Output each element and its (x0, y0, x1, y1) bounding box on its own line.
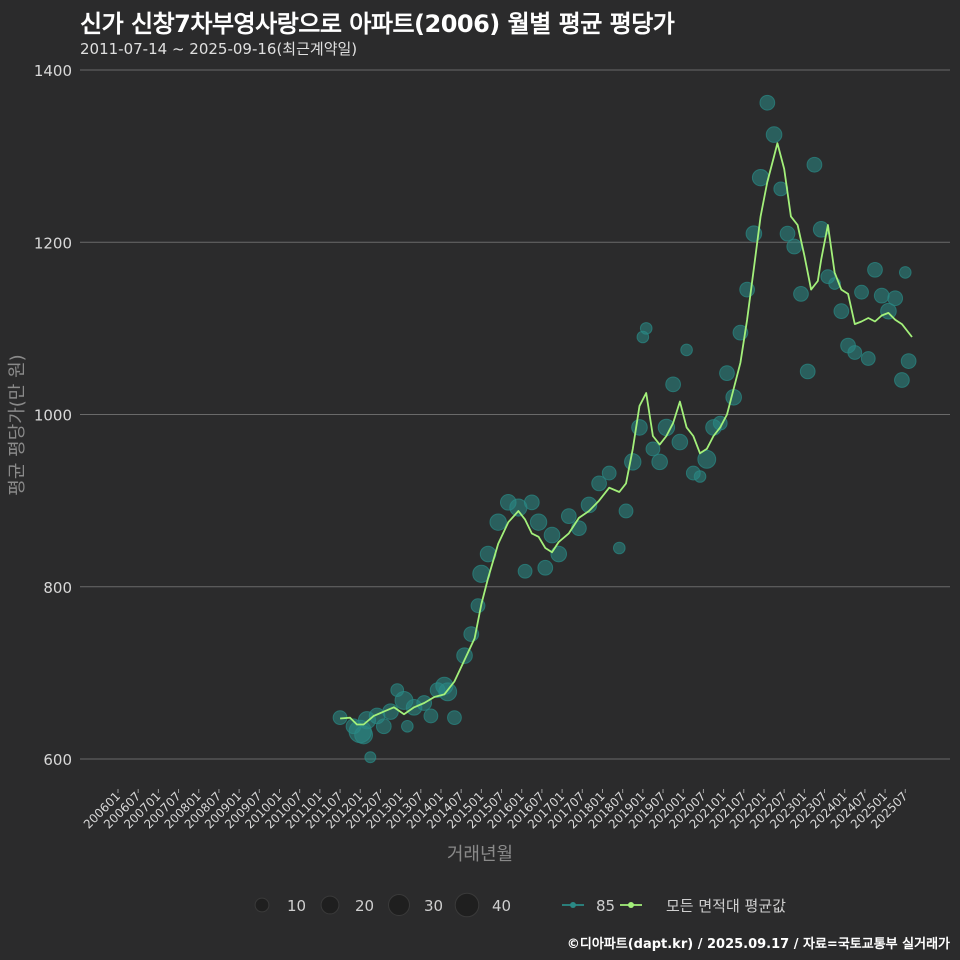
legend-series-dot (628, 902, 634, 908)
bubble-point (671, 433, 689, 451)
legend-size-label: 10 (287, 897, 306, 915)
bubble-point (364, 751, 377, 764)
bubble-point (867, 261, 883, 278)
bubble-point (580, 496, 598, 514)
bubble-point (639, 322, 653, 335)
bubble-point (680, 343, 693, 357)
bubble-point (860, 351, 876, 366)
y-tick-label: 1000 (34, 407, 72, 425)
bubble-point (693, 470, 707, 483)
bubble-point (799, 363, 816, 380)
bubble-point (543, 526, 561, 544)
y-tick-label: 1400 (34, 62, 72, 80)
bubble-point (847, 345, 863, 360)
legend-size-swatch (320, 895, 340, 915)
bubble-point (806, 156, 823, 173)
bubble-point (765, 126, 783, 143)
legend-size-label: 40 (492, 897, 511, 915)
bubble-point (560, 508, 577, 524)
legend-series-dot (570, 902, 576, 908)
bubble-point (631, 419, 648, 436)
bubble-point (894, 372, 910, 388)
bubble-point (833, 303, 850, 320)
legend-size-label: 30 (424, 897, 443, 915)
legend-series-label: 모든 면적대 평균값 (666, 897, 786, 915)
bubble-point (898, 266, 912, 279)
legend-size-swatch (254, 897, 270, 913)
bubble-point (550, 545, 568, 563)
bubble-point (438, 682, 458, 702)
bubble-point (887, 290, 904, 307)
bubble-point (423, 708, 439, 724)
chart-subtitle: 2011-07-14 ~ 2025-09-16(최근계약일) (80, 40, 358, 58)
y-tick-label: 600 (43, 751, 72, 769)
bubble-point (645, 441, 661, 457)
y-tick-label: 800 (43, 579, 72, 597)
bubble-point (719, 365, 735, 382)
bubble-point (854, 284, 869, 300)
bubble-point (873, 287, 890, 304)
bubble-point (591, 475, 607, 492)
bubble-point (571, 520, 587, 537)
bubble-point (447, 710, 462, 726)
bubble-point (779, 225, 796, 242)
bubble-point (517, 563, 533, 579)
bubble-point (697, 449, 717, 469)
legend-size-label: 20 (355, 897, 374, 915)
legend-series-label: 85 (596, 897, 615, 915)
bubble-point (657, 418, 676, 437)
bubble-point (759, 94, 776, 111)
legend-size-swatch (454, 892, 480, 918)
bubble-point (651, 453, 668, 471)
bubble-point (489, 513, 507, 531)
bubble-point (529, 513, 548, 531)
bubble-point (624, 453, 642, 471)
y-tick-label: 1200 (34, 234, 72, 252)
bubble-point (523, 494, 540, 511)
bubble-point (618, 503, 634, 519)
legend-size-swatch (388, 894, 410, 916)
bubble-point (612, 541, 626, 555)
bubble-point (793, 286, 809, 302)
bubble-point (375, 718, 392, 735)
bubble-point (786, 238, 803, 255)
x-axis-label: 거래년월 (446, 844, 514, 865)
chart-title: 신가 신창7차부영사랑으로 아파트(2006) 월별 평균 평당가 (80, 10, 675, 38)
bubble-point (537, 559, 554, 576)
bubble-point (601, 465, 617, 481)
average-line (340, 142, 913, 726)
footer-credit: ©디아파트(dapt.kr) / 2025.09.17 / 자료=국토교통부 실… (566, 937, 950, 952)
bubble-point (665, 376, 681, 393)
bubble-point (900, 353, 917, 369)
bubble-point (401, 719, 414, 733)
